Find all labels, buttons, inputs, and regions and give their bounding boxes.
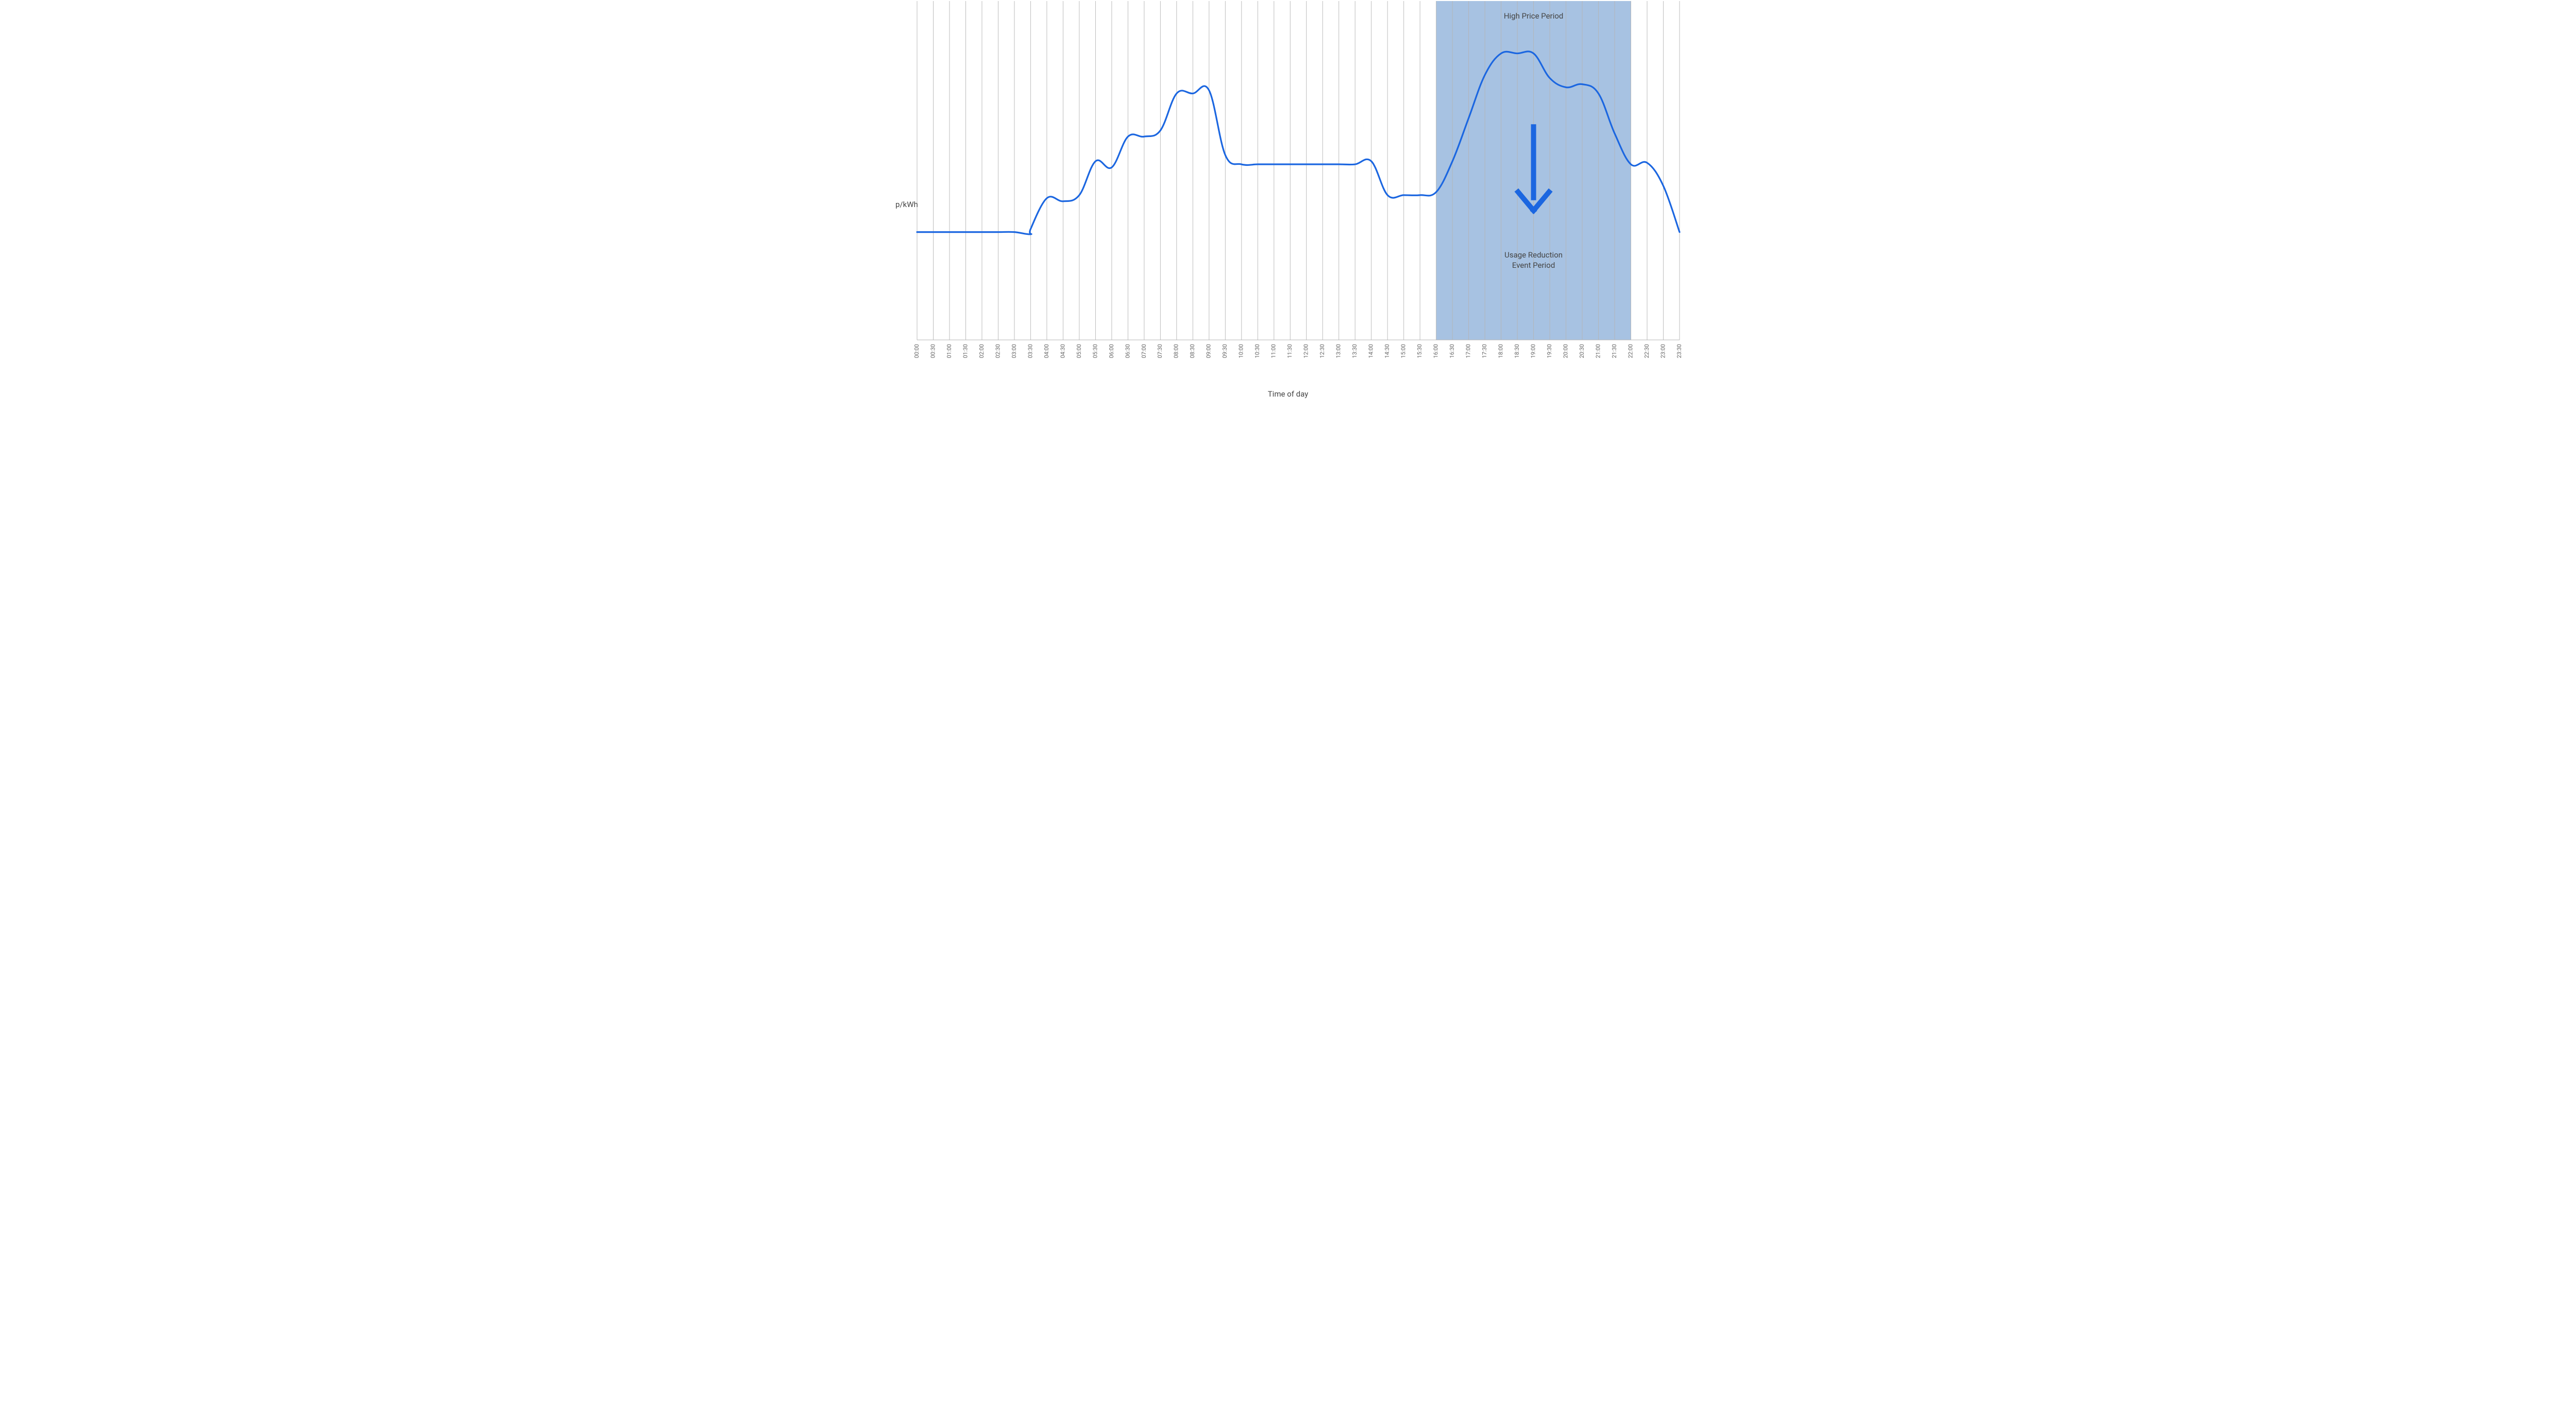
x-tick-label: 06:30	[1124, 344, 1131, 358]
x-tick-label: 13:00	[1335, 344, 1342, 358]
x-tick-label: 01:00	[946, 344, 953, 358]
x-axis-title: Time of day	[891, 389, 1685, 399]
x-tick-label: 19:00	[1530, 344, 1537, 358]
x-tick-label: 12:30	[1319, 344, 1326, 358]
x-tick-label: 23:00	[1659, 344, 1666, 358]
chart-canvas: 00:00 00:30 01:00 01:30 02:00 02:30 03:00 03:30…	[891, 0, 1685, 384]
x-tick-label: 18:00	[1498, 344, 1504, 358]
y-axis-title: p/kWh	[895, 200, 918, 209]
x-tick-label: 03:30	[1027, 344, 1033, 358]
x-tick-label: 03:00	[1011, 344, 1018, 358]
x-tick-label: 15:30	[1416, 344, 1423, 358]
x-tick-label: 05:00	[1076, 344, 1082, 358]
x-tick-label: 17:30	[1481, 344, 1488, 358]
x-tick-label: 09:30	[1222, 344, 1228, 358]
x-tick-label: 00:30	[929, 344, 936, 358]
x-tick-label: 22:30	[1643, 344, 1650, 358]
x-tick-label: 04:30	[1059, 344, 1066, 358]
x-tick-label: 20:30	[1579, 344, 1585, 358]
x-tick-label: 21:00	[1595, 344, 1601, 358]
x-tick-label: 16:30	[1449, 344, 1455, 358]
x-tick-label: 09:00	[1206, 344, 1212, 358]
x-tick-label: 21:30	[1611, 344, 1618, 358]
x-tick-label: 06:00	[1108, 344, 1115, 358]
x-tick-label: 07:30	[1157, 344, 1163, 358]
x-tick-label: 14:00	[1368, 344, 1375, 358]
x-tick-label: 04:00	[1043, 344, 1050, 358]
x-tick-label: 14:30	[1384, 344, 1391, 358]
x-tick-label: 02:30	[994, 344, 1001, 358]
x-tick-label: 20:00	[1562, 344, 1569, 358]
x-tick-label: 00:00	[913, 344, 920, 358]
high-price-label: High Price Period	[1504, 11, 1564, 22]
x-tick-label: 01:30	[962, 344, 969, 358]
x-tick-label: 12:00	[1303, 344, 1310, 358]
x-tick-label: 02:00	[978, 344, 985, 358]
x-tick-label: 23:30	[1676, 344, 1683, 358]
x-tick-label: 19:30	[1546, 344, 1553, 358]
usage-reduction-label: Usage Reduction Event Period	[1504, 250, 1563, 270]
x-tick-label: 07:00	[1141, 344, 1147, 358]
x-tick-label: 08:00	[1173, 344, 1180, 358]
x-tick-label: 10:00	[1238, 344, 1245, 358]
x-tick-label: 22:00	[1627, 344, 1634, 358]
x-tick-label: 10:30	[1254, 344, 1261, 358]
price-chart: p/kWh 00:00 00:30 01:00 01:30 02:00 02:30 03:0…	[891, 0, 1685, 409]
x-tick-label: 11:00	[1270, 344, 1277, 358]
x-tick-label: 13:30	[1351, 344, 1358, 358]
x-tick-label: 11:30	[1286, 344, 1293, 358]
x-tick-label: 15:00	[1400, 344, 1407, 358]
x-tick-label: 18:30	[1514, 344, 1520, 358]
x-tick-label: 16:00	[1433, 344, 1439, 358]
x-tick-label: 08:30	[1189, 344, 1196, 358]
x-tick-label: 17:00	[1465, 344, 1472, 358]
x-tick-label: 05:30	[1092, 344, 1098, 358]
